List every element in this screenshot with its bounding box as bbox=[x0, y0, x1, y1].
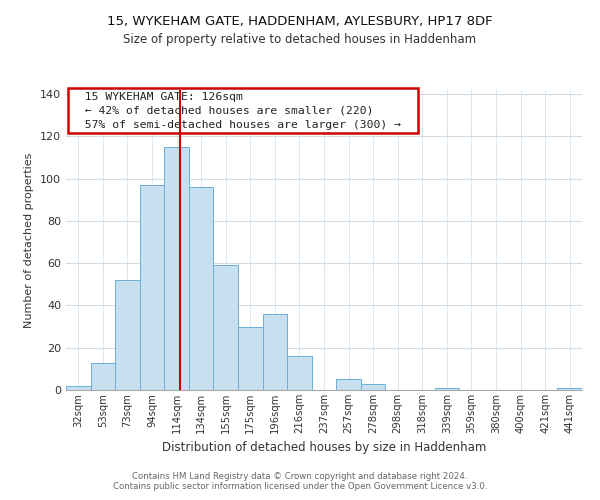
Y-axis label: Number of detached properties: Number of detached properties bbox=[25, 152, 34, 328]
Bar bbox=[263, 314, 287, 390]
X-axis label: Distribution of detached houses by size in Haddenham: Distribution of detached houses by size … bbox=[162, 442, 486, 454]
Text: Contains HM Land Registry data © Crown copyright and database right 2024.: Contains HM Land Registry data © Crown c… bbox=[132, 472, 468, 481]
Bar bbox=[287, 356, 312, 390]
Bar bbox=[115, 280, 140, 390]
Bar bbox=[91, 362, 115, 390]
Bar bbox=[140, 185, 164, 390]
Bar bbox=[66, 386, 91, 390]
Bar bbox=[336, 380, 361, 390]
Text: Contains public sector information licensed under the Open Government Licence v3: Contains public sector information licen… bbox=[113, 482, 487, 491]
Text: Size of property relative to detached houses in Haddenham: Size of property relative to detached ho… bbox=[124, 32, 476, 46]
Bar bbox=[361, 384, 385, 390]
Bar bbox=[164, 147, 189, 390]
Bar bbox=[434, 388, 459, 390]
Bar bbox=[238, 326, 263, 390]
Bar bbox=[214, 266, 238, 390]
Bar bbox=[557, 388, 582, 390]
Text: 15 WYKEHAM GATE: 126sqm  
  ← 42% of detached houses are smaller (220)  
  57% o: 15 WYKEHAM GATE: 126sqm ← 42% of detache… bbox=[71, 92, 415, 130]
Bar bbox=[189, 187, 214, 390]
Text: 15, WYKEHAM GATE, HADDENHAM, AYLESBURY, HP17 8DF: 15, WYKEHAM GATE, HADDENHAM, AYLESBURY, … bbox=[107, 15, 493, 28]
